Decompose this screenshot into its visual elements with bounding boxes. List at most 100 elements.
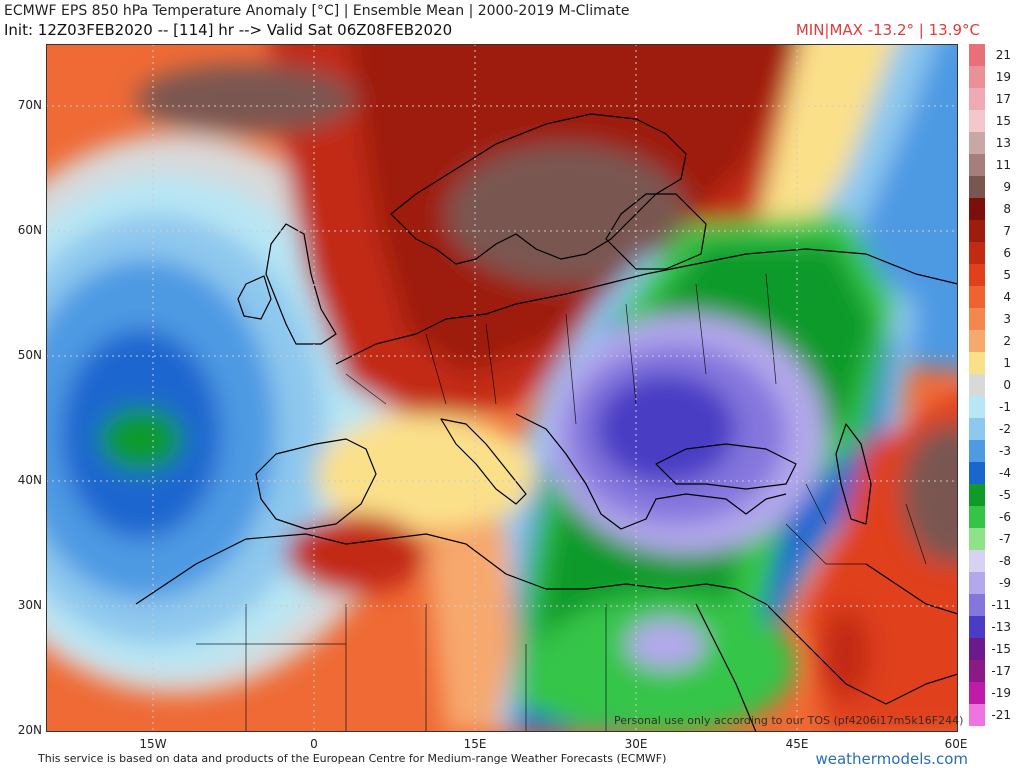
legend-label: -19	[991, 686, 1011, 700]
lon-label-15w: 15W	[139, 737, 167, 751]
lat-label-60n: 60N	[17, 223, 42, 237]
legend-swatch	[969, 704, 985, 726]
iran-warm-max	[901, 424, 958, 564]
min-max-readout: MIN|MAX -13.2° | 13.9°C	[795, 21, 980, 39]
legend-label: 19	[996, 70, 1011, 84]
legend-label: 5	[1003, 268, 1011, 282]
balkans-coastline	[515, 413, 787, 530]
legend-label: 3	[1003, 312, 1011, 326]
lat-label-50n: 50N	[17, 348, 42, 362]
scandinavia-warm-max	[446, 144, 686, 284]
legend-swatch	[969, 110, 985, 133]
legend-label: -1	[999, 400, 1011, 414]
legend-label: 4	[1003, 290, 1011, 304]
legend-swatch	[969, 374, 985, 397]
legend-label: -7	[999, 532, 1011, 546]
legend-label: 15	[996, 114, 1011, 128]
legend-swatch	[969, 220, 985, 243]
north-africa-coastline	[135, 533, 767, 605]
legend-swatch	[969, 66, 985, 89]
legend-swatch	[969, 286, 985, 309]
legend-label: 11	[996, 158, 1011, 172]
finland-coastline	[605, 193, 707, 270]
legend-label: 9	[1003, 180, 1011, 194]
legend-swatch	[969, 132, 985, 155]
legend-swatch	[969, 462, 985, 485]
caspian-coastline	[835, 423, 872, 525]
lon-label-15e: 15E	[463, 737, 487, 751]
temperature-anomaly-map	[46, 44, 958, 732]
legend-swatch	[969, 484, 985, 507]
legend-swatch	[969, 660, 985, 683]
legend-swatch	[969, 198, 985, 221]
legend-label: -21	[991, 708, 1011, 722]
lat-label-30n: 30N	[17, 598, 42, 612]
iberia-coastline	[255, 438, 377, 530]
brand-link[interactable]: weathermodels.com	[815, 750, 968, 768]
legend-label: -11	[991, 598, 1011, 612]
italy-coastline	[440, 418, 527, 505]
lat-label-40n: 40N	[17, 473, 42, 487]
lon-label-60e: 60E	[944, 737, 968, 751]
legend-label: -15	[991, 642, 1011, 656]
red-sea-coastline	[695, 603, 757, 732]
legend-swatch	[969, 638, 985, 661]
lon-label-0: 0	[310, 737, 318, 751]
iberia-pale-band	[316, 414, 536, 534]
lon-label-45e: 45E	[785, 737, 809, 751]
legend-label: -8	[999, 554, 1011, 568]
legend-label: -3	[999, 444, 1011, 458]
north-africa-warm	[286, 514, 426, 594]
legend-swatch	[969, 264, 985, 287]
legend-swatch	[969, 88, 985, 111]
legend-label: 13	[996, 136, 1011, 150]
west-africa-pale-band	[426, 524, 516, 732]
legend-swatch	[969, 308, 985, 331]
legend-label: -6	[999, 510, 1011, 524]
lon-label-30e: 30E	[624, 737, 648, 751]
black-sea-coastline	[655, 443, 797, 490]
legend-swatch	[969, 682, 985, 705]
legend-swatch	[969, 242, 985, 265]
legend-swatch	[969, 440, 985, 463]
legend-label: 8	[1003, 202, 1011, 216]
legend-label: 0	[1003, 378, 1011, 392]
legend-swatch	[969, 572, 985, 595]
legend-swatch	[969, 176, 985, 199]
arctic-warm-max	[136, 64, 356, 134]
british-isles-coastline	[265, 223, 337, 345]
persian-gulf-coastline	[865, 563, 958, 615]
legend-label: -9	[999, 576, 1011, 590]
legend-swatch	[969, 550, 985, 573]
legend-swatch	[969, 330, 985, 353]
tos-notice: Personal use only according to our TOS (…	[614, 714, 964, 727]
legend-swatch	[969, 418, 985, 441]
legend-swatch	[969, 44, 985, 67]
egypt-lavender-spot	[626, 619, 706, 669]
legend-label: -5	[999, 488, 1011, 502]
map-frame	[46, 44, 958, 732]
cold-pool-core	[596, 374, 736, 484]
legend-swatch	[969, 396, 985, 419]
legend-label: -2	[999, 422, 1011, 436]
chart-title: ECMWF EPS 850 hPa Temperature Anomaly [°…	[4, 3, 630, 19]
legend-label: -17	[991, 664, 1011, 678]
lat-label-70n: 70N	[17, 98, 42, 112]
legend-label: 1	[1003, 356, 1011, 370]
arabia-coastline	[765, 603, 958, 705]
legend-label: 6	[1003, 246, 1011, 260]
legend-label: -4	[999, 466, 1011, 480]
legend-label: 2	[1003, 334, 1011, 348]
legend-label: 17	[996, 92, 1011, 106]
color-legend: 2119171513119876543210-1-2-3-4-5-6-7-8-9…	[969, 44, 1011, 726]
legend-label: 21	[996, 48, 1011, 62]
legend-swatch	[969, 594, 985, 617]
chart-subtitle: Init: 12Z03FEB2020 -- [114] hr --> Valid…	[4, 21, 453, 39]
europe-borders	[345, 273, 777, 425]
legend-swatch	[969, 616, 985, 639]
legend-swatch	[969, 506, 985, 529]
legend-swatch	[969, 154, 985, 177]
legend-swatch	[969, 528, 985, 551]
atlantic-green-patch	[99, 407, 183, 471]
africa-borders	[196, 604, 607, 732]
